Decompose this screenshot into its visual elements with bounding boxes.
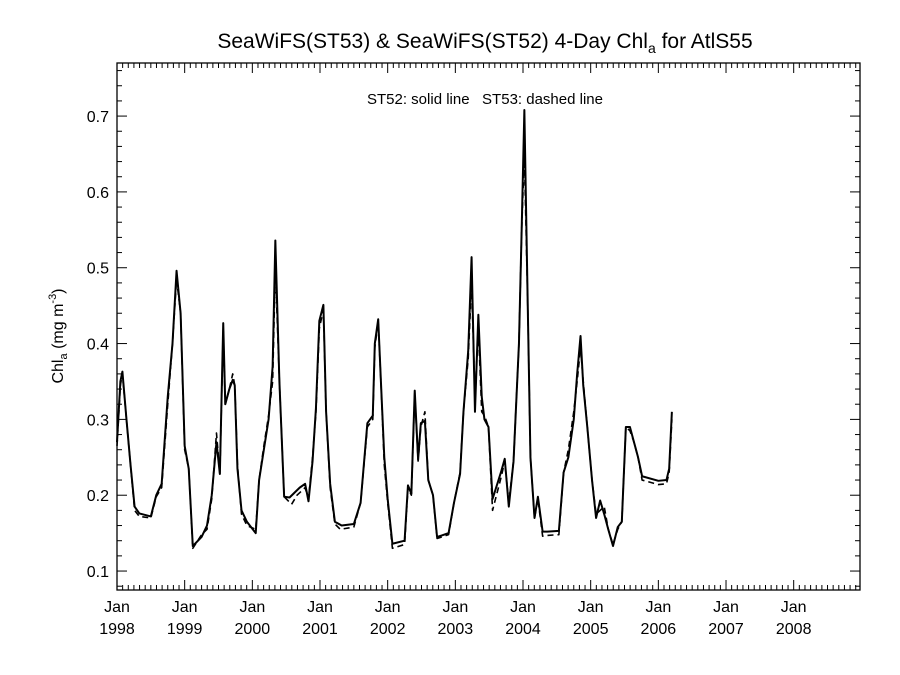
x-axis: Jan 1998 Jan 1999 Jan 2000 Jan 2001 Jan 2002 Jan 20… (99, 63, 857, 638)
series-line-st52 (116, 109, 673, 548)
x-tick-label-month: Jan (442, 599, 468, 616)
y-axis: 0.1 0.2 0.3 0.4 0.5 0.6 0.7 (87, 70, 860, 587)
x-tick-label-year: 2001 (302, 621, 338, 638)
x-tick-label-year: 2007 (708, 621, 744, 638)
x-tick-label-month: Jan (172, 599, 198, 616)
x-tick-label-month: Jan (375, 599, 401, 616)
y-tick-label: 0.7 (87, 109, 109, 126)
x-tick-label-month: Jan (713, 599, 739, 616)
x-tick-label-year: 2005 (573, 621, 609, 638)
x-tick-label-month: Jan (578, 599, 604, 616)
series-line-st53 (116, 153, 673, 550)
y-tick-label: 0.4 (87, 337, 109, 354)
x-tick-label-year: 2006 (641, 621, 677, 638)
x-tick-label-month: Jan (239, 599, 265, 616)
x-tick-label-year: 2003 (438, 621, 474, 638)
y-tick-label: 0.3 (87, 412, 109, 429)
x-tick-label-year: 2008 (776, 621, 812, 638)
series-annotation: ST52: solid line ST53: dashed line (367, 91, 603, 108)
x-tick-label-year: 2004 (505, 621, 541, 638)
y-axis-label: Chla (mg m-3) (47, 288, 70, 383)
x-tick-label-year: 2000 (235, 621, 271, 638)
plot-area (116, 109, 673, 550)
x-tick-label-month: Jan (781, 599, 807, 616)
x-tick-label-month: Jan (104, 599, 130, 616)
x-tick-label-year: 1998 (99, 621, 135, 638)
y-tick-label: 0.1 (87, 564, 109, 581)
x-tick-label-year: 1999 (167, 621, 203, 638)
plot-frame (116, 62, 861, 591)
y-tick-label: 0.6 (87, 185, 109, 202)
y-tick-label: 0.2 (87, 488, 109, 505)
x-tick-label-month: Jan (307, 599, 333, 616)
x-tick-label-year: 2002 (370, 621, 406, 638)
x-tick-label-month: Jan (510, 599, 536, 616)
x-tick-label-month: Jan (645, 599, 671, 616)
chart-title: SeaWiFS(ST53) & SeaWiFS(ST52) 4-Day Chla… (217, 30, 752, 56)
y-tick-label: 0.5 (87, 261, 109, 278)
